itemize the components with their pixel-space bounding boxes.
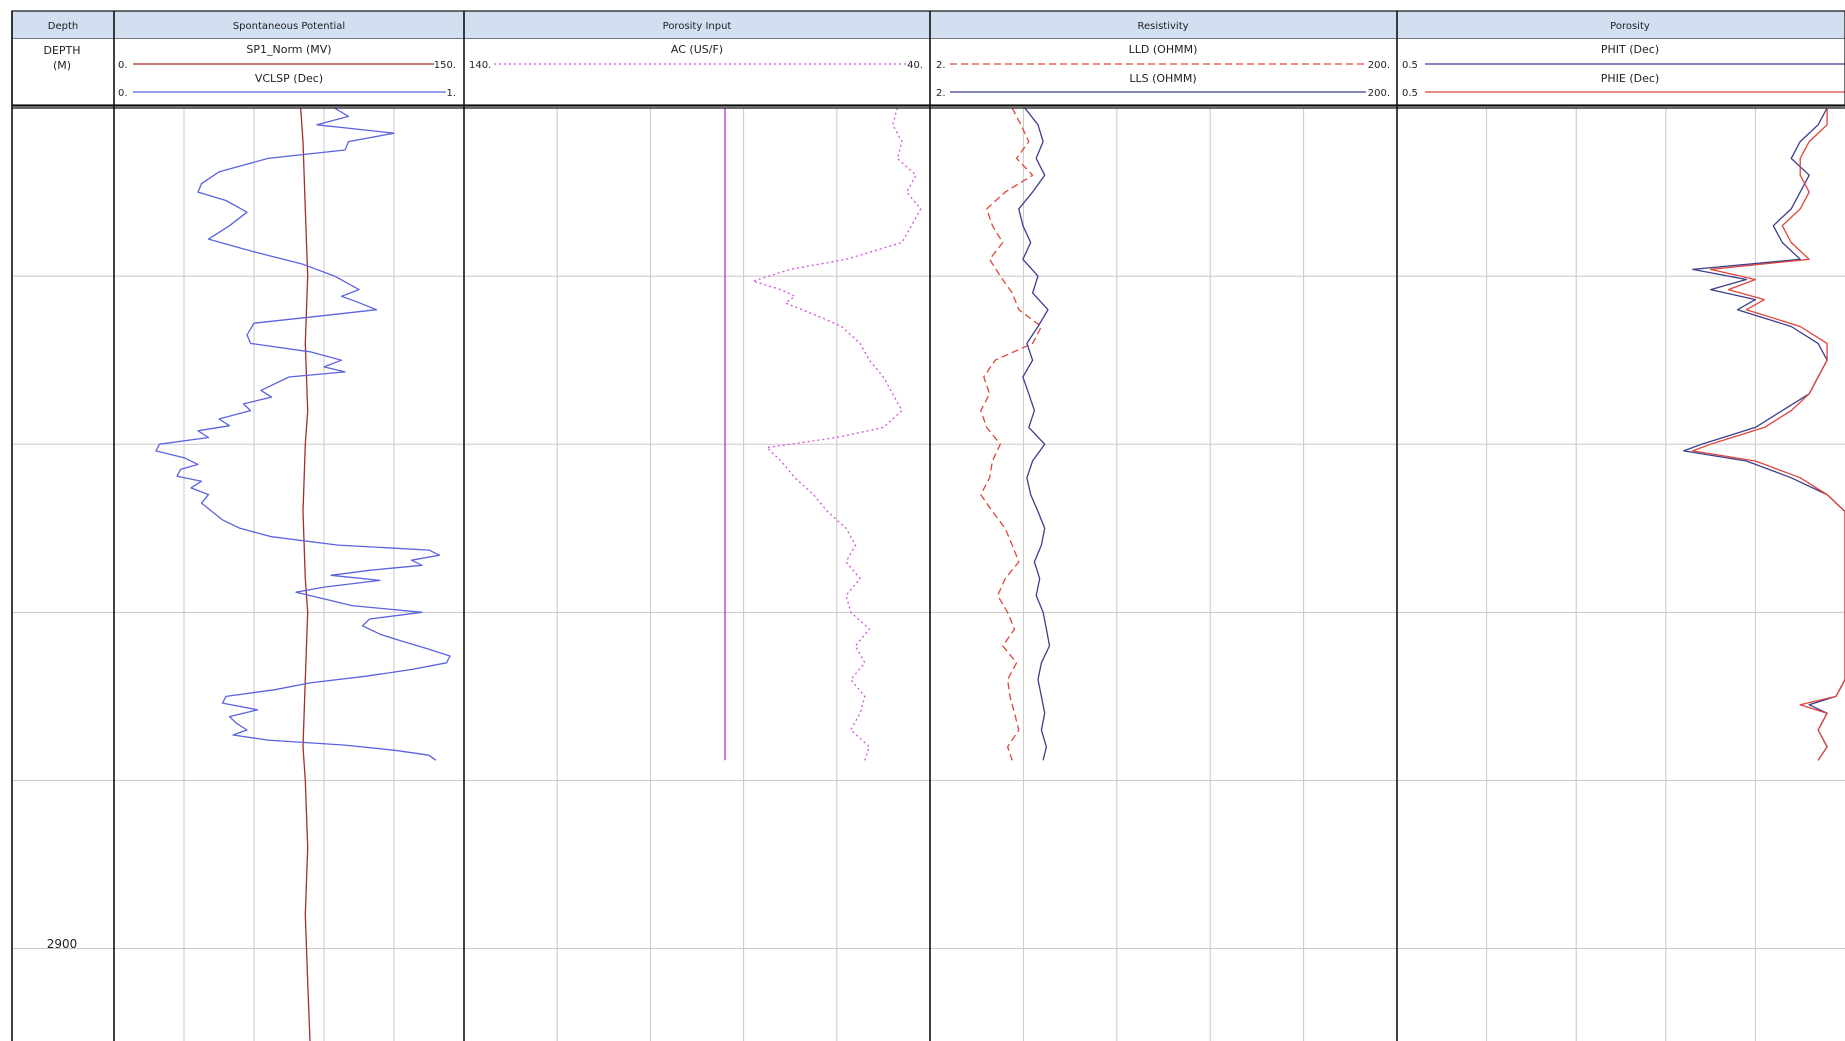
title-cell-porosity: [1396, 10, 1845, 40]
curve-vclsp-dec: [155, 107, 451, 761]
sp-curve-name: SP1_Norm (MV): [246, 43, 331, 56]
curve-phit-dec: [1683, 107, 1845, 761]
depth-curve-name: DEPTH: [43, 44, 80, 57]
title-cell-depth: [11, 10, 115, 40]
curve-sp1-norm-mv: [300, 107, 311, 1041]
grid-lines: [12, 107, 1845, 1041]
lld-left-scale: 2.: [936, 60, 946, 71]
vclsp-left-scale: 0.: [118, 88, 128, 99]
track-title-resistivity: Resistivity: [1137, 21, 1188, 32]
track-title-row: Depth Spontaneous Potential Porosity Inp…: [11, 10, 1845, 40]
curve-lld-ohmm: [980, 107, 1043, 761]
phie-curve-name: PHIE (Dec): [1601, 72, 1659, 85]
title-cell-sp: [113, 10, 465, 40]
ac-left-scale: 140.: [469, 60, 491, 71]
track-title-depth: Depth: [48, 21, 78, 32]
phit-left-scale: 0.5: [1402, 60, 1418, 71]
track-title-porosity: Porosity: [1610, 21, 1650, 32]
lld-curve-name: LLD (OHMM): [1129, 43, 1198, 56]
lls-curve-name: LLS (OHMM): [1129, 72, 1196, 85]
vclsp-curve-name: VCLSP (Dec): [255, 72, 323, 85]
sp-right-scale: 150.: [434, 60, 456, 71]
depth-tick-label: 2900: [47, 937, 78, 951]
track-title-porosity-input: Porosity Input: [663, 21, 732, 32]
phit-curve-name: PHIT (Dec): [1601, 43, 1659, 56]
curve-phie-dec: [1692, 108, 1845, 761]
sp-left-scale: 0.: [118, 60, 128, 71]
curve-header-row: DEPTH (M) SP1_Norm (MV) 0. 150. VCLSP (D…: [12, 39, 1845, 105]
lls-right-scale: 200.: [1368, 88, 1390, 99]
vclsp-right-scale: 1.: [446, 88, 456, 99]
depth-curve-unit: (M): [53, 59, 71, 72]
log-curves: [155, 107, 1845, 1041]
ac-right-scale: 40.: [907, 60, 923, 71]
track-borders: [11, 10, 1845, 1041]
track-title-sp: Spontaneous Potential: [233, 21, 345, 32]
curve-lls-ohmm: [1018, 107, 1051, 761]
lld-right-scale: 200.: [1368, 60, 1390, 71]
phie-left-scale: 0.5: [1402, 88, 1418, 99]
plot-area: 2900: [12, 107, 1845, 1041]
lls-left-scale: 2.: [936, 88, 946, 99]
ac-curve-name: AC (US/F): [671, 43, 723, 56]
